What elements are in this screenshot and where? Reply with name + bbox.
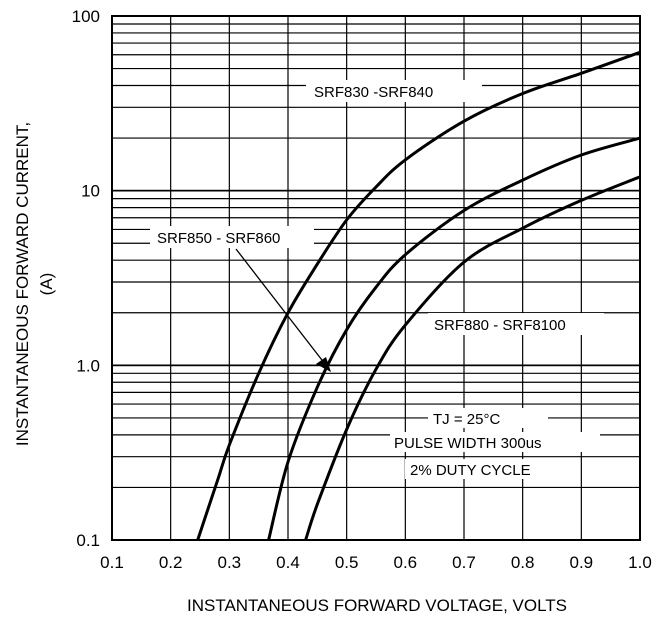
- y-tick-labels: 0.1 1.0 10 100: [72, 7, 100, 550]
- series-label-srf830: SRF830 -SRF840: [306, 80, 482, 102]
- note-pulse-width: PULSE WIDTH 300us: [394, 435, 542, 452]
- series-label-srf880-text: SRF880 - SRF8100: [434, 317, 566, 334]
- x-tick-label: 0.7: [452, 553, 476, 572]
- x-tick-label: 0.9: [570, 553, 594, 572]
- series-label-srf850: SRF850 - SRF860: [150, 226, 314, 248]
- y-tick-label: 1.0: [76, 356, 100, 375]
- series-label-srf880: SRF880 - SRF8100: [428, 313, 604, 335]
- x-axis-label: INSTANTANEOUS FORWARD VOLTAGE, VOLTS: [187, 596, 567, 615]
- x-tick-label: 0.5: [335, 553, 359, 572]
- y-axis-label-line2: (A): [37, 273, 56, 296]
- y-axis-label: INSTANTANEOUS FORWARD CURRENT, (A): [13, 122, 56, 446]
- test-conditions-note: TJ = 25°C PULSE WIDTH 300us 2% DUTY CYCL…: [390, 408, 600, 479]
- x-tick-label: 1.0: [628, 553, 652, 572]
- series-label-srf830-text: SRF830 -SRF840: [314, 84, 433, 101]
- y-axis-label-line1: INSTANTANEOUS FORWARD CURRENT,: [13, 122, 32, 446]
- x-tick-label: 0.3: [218, 553, 242, 572]
- series-label-arrow: [235, 248, 331, 372]
- series-line-2: [304, 175, 641, 541]
- x-tick-label: 0.4: [276, 553, 300, 572]
- horizontal-gridlines: [112, 15, 640, 541]
- x-tick-label: 0.1: [100, 553, 124, 572]
- x-tick-labels: 0.1 0.2 0.3 0.4 0.5 0.6 0.7 0.8 0.9 1.0: [100, 553, 652, 572]
- series-line-0: [196, 50, 641, 541]
- plot-frame: [111, 15, 641, 541]
- series-label-srf850-text: SRF850 - SRF860: [157, 230, 280, 247]
- note-duty-cycle: 2% DUTY CYCLE: [410, 462, 531, 479]
- x-tick-label: 0.8: [511, 553, 535, 572]
- note-tj: TJ = 25°C: [433, 411, 500, 428]
- y-tick-label: 0.1: [76, 531, 100, 550]
- y-tick-label: 100: [72, 7, 100, 26]
- y-tick-label: 10: [81, 182, 100, 201]
- series-curves: [196, 50, 641, 541]
- series-line-1: [267, 136, 641, 541]
- x-tick-label: 0.6: [394, 553, 418, 572]
- x-tick-label: 0.2: [159, 553, 183, 572]
